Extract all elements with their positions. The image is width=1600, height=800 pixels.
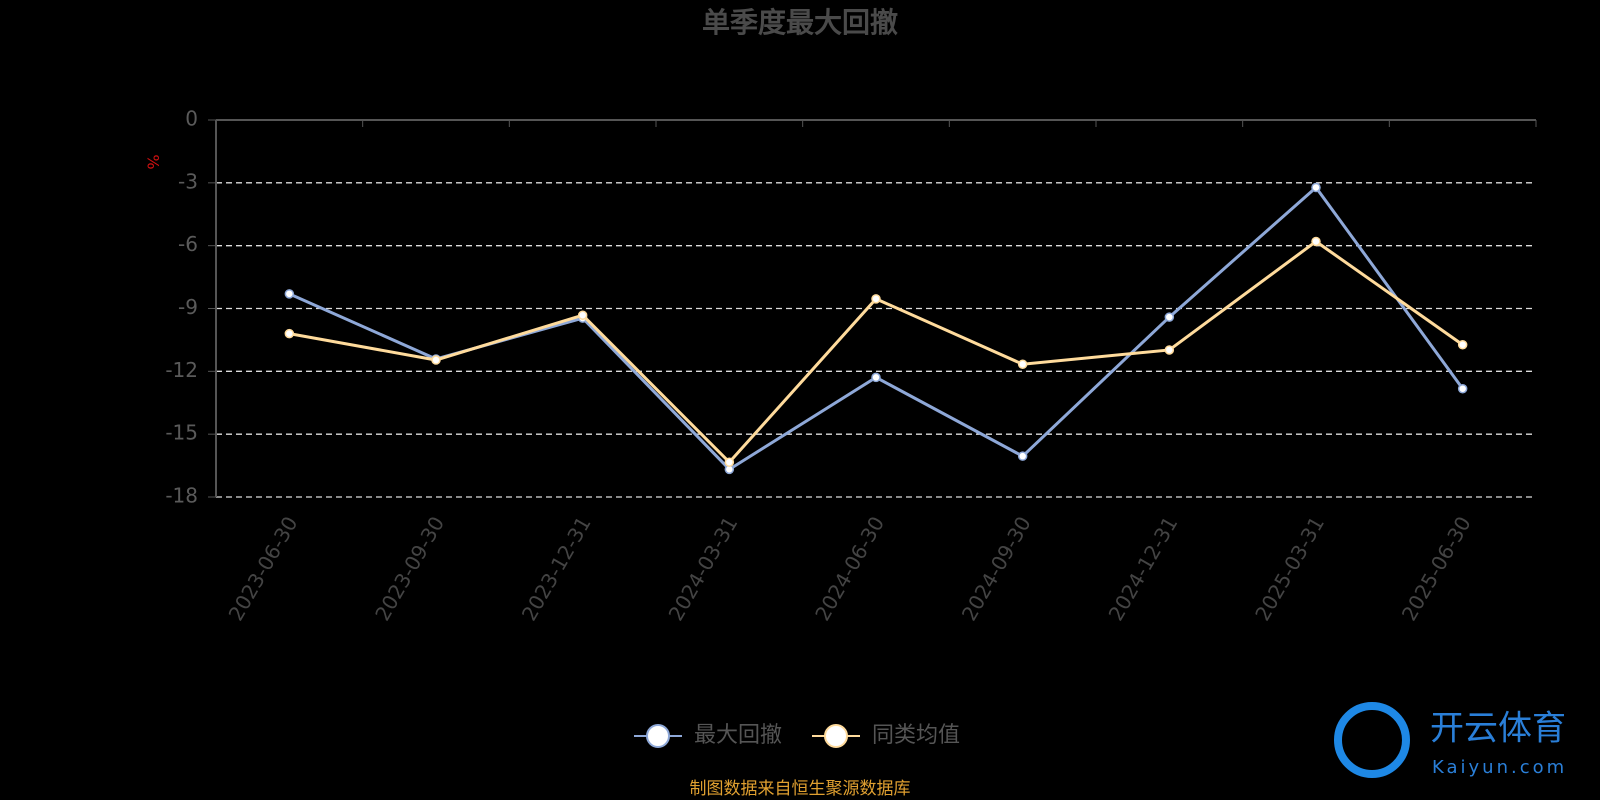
y-tick-label: -18: [165, 484, 198, 508]
data-point: [1311, 236, 1321, 247]
data-point: [724, 457, 735, 467]
chart-title: 单季度最大回撤: [702, 6, 898, 39]
legend-label: 最大回撤: [694, 723, 782, 748]
y-tick-label: 0: [185, 107, 198, 131]
y-tick-label: -12: [165, 358, 198, 382]
watermark: 开云体育 Kaiyun.com: [1334, 702, 1567, 778]
data-point: [1017, 451, 1028, 461]
data-point: [871, 294, 881, 304]
data-point: [871, 372, 881, 383]
y-tick-label: -3: [178, 169, 198, 193]
legend-label: 同类均值: [872, 723, 960, 748]
y-tick-label: -9: [178, 295, 198, 319]
legend-item: 最大回撤: [634, 723, 782, 748]
watermark-site: Kaiyun.com: [1432, 757, 1567, 778]
source-note: 制图数据来自恒生聚源数据库: [690, 779, 911, 799]
data-point: [1457, 339, 1468, 350]
legend-marker: [824, 724, 848, 748]
y-tick-label: -15: [165, 421, 198, 445]
legend-marker: [646, 724, 670, 748]
data-point: [1164, 345, 1175, 355]
data-point: [431, 355, 441, 365]
data-point: [1457, 383, 1468, 394]
data-point: [284, 328, 295, 339]
data-point: [1311, 182, 1321, 193]
data-point: [284, 289, 295, 299]
watermark-brand: 开云体育: [1430, 709, 1566, 749]
data-point: [577, 310, 588, 320]
y-axis-unit: %: [144, 154, 163, 169]
data-point: [1017, 359, 1028, 369]
y-tick-label: -6: [178, 232, 198, 256]
data-point: [1164, 312, 1175, 322]
watermark-logo: [1334, 702, 1410, 778]
legend-item: 同类均值: [812, 723, 960, 748]
